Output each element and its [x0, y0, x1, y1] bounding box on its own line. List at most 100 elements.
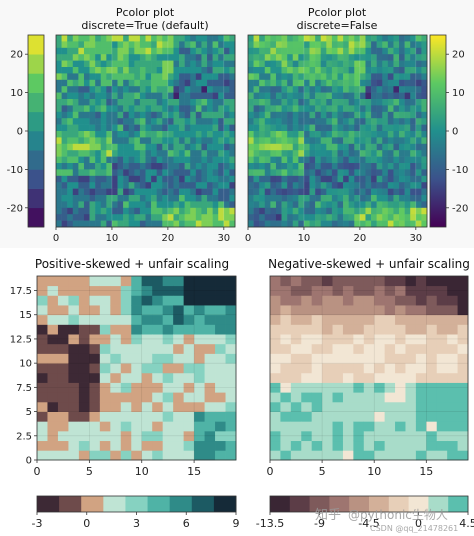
- heatmap-cell: [223, 99, 230, 106]
- heatmap-cell: [190, 131, 197, 138]
- heatmap-cell: [264, 150, 271, 157]
- contour-cell: [162, 372, 174, 383]
- heatmap-cell: [190, 35, 197, 42]
- heatmap-cell: [179, 99, 185, 106]
- heatmap-cell: [173, 169, 180, 177]
- heatmap-cell: [253, 188, 260, 196]
- heatmap-cell: [326, 182, 333, 189]
- contour-cell: [99, 392, 111, 403]
- contour-positive-group: Positive-skewed + unfair scaling 02.557.…: [10, 257, 237, 478]
- heatmap-cell: [184, 54, 191, 61]
- contour-cell: [194, 421, 205, 432]
- heatmap-cell: [134, 163, 141, 170]
- heatmap-cell: [303, 175, 310, 183]
- heatmap-cell: [275, 47, 282, 55]
- heatmap-cell: [195, 169, 202, 177]
- contour-cell: [68, 314, 80, 325]
- heatmap-cell: [56, 111, 62, 119]
- heatmap-cell: [201, 214, 208, 221]
- heatmap-cell: [275, 99, 282, 106]
- heatmap-cell: [223, 214, 230, 221]
- heatmap-cell: [56, 105, 62, 113]
- contour-cell: [395, 363, 406, 374]
- contour-cell: [68, 334, 80, 345]
- heatmap-cell: [56, 182, 62, 189]
- heatmap-cell: [156, 137, 163, 145]
- heatmap-cell: [281, 111, 288, 119]
- heatmap-cell: [348, 118, 355, 125]
- contour-cell: [426, 276, 438, 287]
- heatmap-cell: [326, 60, 333, 68]
- contour-cell: [457, 285, 469, 296]
- heatmap-cell: [100, 214, 107, 221]
- heatmap-cell: [298, 169, 305, 177]
- heatmap-cell: [365, 131, 372, 138]
- heatmap-cell: [275, 79, 282, 87]
- contour-cell: [68, 450, 80, 461]
- contour-cell: [426, 382, 438, 393]
- contour-cell: [353, 430, 365, 442]
- contour-cell: [332, 392, 344, 403]
- heatmap-cell: [365, 35, 372, 42]
- contour-cell: [280, 295, 292, 306]
- heatmap-cell: [229, 124, 236, 132]
- heatmap-cell: [95, 73, 102, 81]
- heatmap-cell: [78, 143, 85, 151]
- heatmap-cell: [326, 73, 333, 81]
- heatmap-cell: [162, 207, 169, 215]
- heatmap-cell: [134, 175, 141, 183]
- heatmap-cell: [111, 156, 118, 164]
- heatmap-cell: [331, 54, 338, 61]
- heatmap-cell: [139, 214, 146, 221]
- heatmap-cell: [287, 105, 294, 113]
- x-tick-label: 30: [217, 233, 230, 244]
- heatmap-cell: [56, 156, 62, 164]
- contour-cell: [301, 314, 313, 325]
- contour-cell: [363, 305, 375, 316]
- heatmap-cell: [190, 150, 197, 157]
- heatmap-cell: [111, 118, 118, 125]
- heatmap-cell: [415, 99, 422, 106]
- heatmap-cell: [167, 111, 174, 119]
- contour-cell: [457, 353, 469, 364]
- heatmap-cell: [184, 131, 191, 138]
- contour-cell: [353, 411, 365, 422]
- heatmap-cell: [167, 188, 174, 196]
- heatmap-cell: [173, 156, 180, 164]
- heatmap-cell: [399, 35, 405, 42]
- heatmap-cell: [320, 143, 327, 151]
- heatmap-cell: [67, 169, 74, 177]
- heatmap-cell: [309, 41, 316, 49]
- heatmap-cell: [410, 220, 417, 228]
- contour-cell: [374, 401, 386, 412]
- contour-cell: [447, 334, 458, 345]
- heatmap-cell: [100, 175, 107, 183]
- heatmap-cell: [270, 47, 277, 55]
- heatmap-cell: [371, 150, 377, 157]
- contour-cell: [215, 295, 226, 306]
- colorbar-negative-bands: [270, 496, 469, 512]
- contour-cell: [395, 372, 406, 383]
- heatmap-cell: [111, 182, 118, 189]
- heatmap-cell: [95, 60, 102, 68]
- contour-cell: [204, 353, 216, 364]
- heatmap-cell: [421, 79, 428, 87]
- contour-cell: [194, 305, 205, 316]
- heatmap-cell: [337, 195, 344, 202]
- heatmap-cell: [410, 54, 417, 61]
- heatmap-cell: [248, 86, 254, 93]
- heatmap-cell: [354, 207, 361, 215]
- contour-cell: [68, 353, 80, 364]
- contour-cell: [322, 295, 333, 306]
- heatmap-cell: [123, 175, 130, 183]
- contour-cell: [99, 295, 111, 306]
- heatmap-cell: [78, 41, 85, 49]
- heatmap-cell: [303, 163, 310, 170]
- heatmap-cell: [139, 137, 146, 145]
- heatmap-cell: [72, 67, 79, 74]
- heatmap-cell: [303, 118, 310, 125]
- colorbar-band: [329, 496, 350, 512]
- heatmap-cell: [275, 124, 282, 132]
- contour-cell: [301, 440, 313, 451]
- contour-cell: [301, 382, 313, 393]
